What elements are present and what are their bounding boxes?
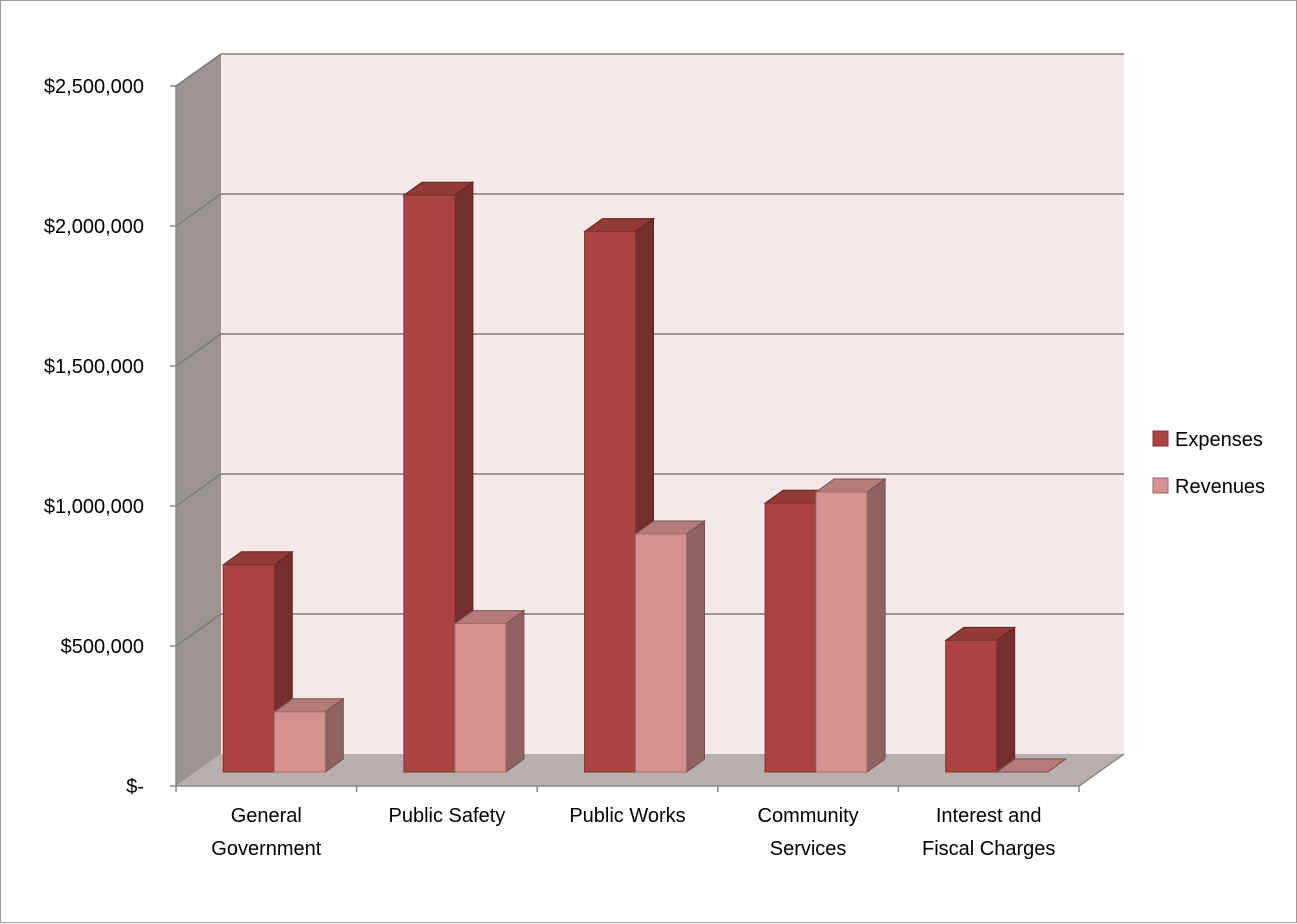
legend-swatch-revenues bbox=[1152, 477, 1169, 494]
gridline-side bbox=[175, 613, 222, 647]
bar-revenues bbox=[635, 533, 687, 773]
y-tick-label: $500,000 bbox=[61, 636, 144, 658]
legend-swatch-expenses bbox=[1152, 430, 1169, 447]
y-tick-label: $2,000,000 bbox=[44, 216, 144, 238]
bar-expenses bbox=[403, 194, 456, 773]
legend-label-expenses: Expenses bbox=[1175, 429, 1263, 451]
bar-revenues bbox=[454, 623, 507, 773]
bar-expenses-side bbox=[996, 626, 1016, 773]
x-tick-label: Services bbox=[770, 838, 847, 860]
x-tick-label: Interest and bbox=[936, 805, 1042, 827]
bar-expenses bbox=[222, 564, 275, 773]
bar-revenues bbox=[815, 491, 868, 773]
gridline-side bbox=[175, 193, 222, 227]
y-tick-label: $1,000,000 bbox=[44, 496, 144, 518]
bar-revenues-side bbox=[505, 609, 525, 773]
x-tick-label: Government bbox=[211, 838, 321, 860]
x-tick-label: Public Works bbox=[569, 805, 685, 827]
bar-revenues bbox=[273, 711, 326, 773]
side-wall bbox=[176, 54, 221, 786]
bar-revenues-side bbox=[686, 520, 705, 773]
bar-revenues-top bbox=[995, 758, 1068, 773]
bar-expenses bbox=[764, 502, 817, 773]
legend-label-revenues: Revenues bbox=[1175, 476, 1265, 498]
y-tick-label: $2,500,000 bbox=[44, 76, 144, 98]
x-tick-label: Public Safety bbox=[389, 805, 506, 827]
x-tick-label: Fiscal Charges bbox=[922, 838, 1055, 860]
gridline-side bbox=[175, 333, 222, 367]
x-axis-depth bbox=[1078, 753, 1125, 787]
x-tick-label: General bbox=[231, 805, 302, 827]
y-tick-label: $- bbox=[126, 776, 144, 798]
bar-revenues-side bbox=[866, 478, 886, 773]
gridline-side bbox=[175, 53, 222, 87]
bar-expenses bbox=[945, 639, 998, 773]
bar-expenses bbox=[584, 231, 636, 773]
y-tick-label: $1,500,000 bbox=[44, 356, 144, 378]
gridline-side bbox=[175, 473, 222, 507]
x-tick-label: Community bbox=[758, 805, 859, 827]
